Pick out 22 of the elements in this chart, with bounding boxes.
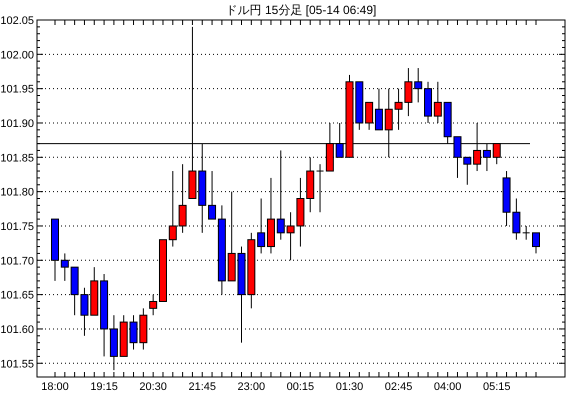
x-tick-label: 00:15 bbox=[286, 381, 314, 393]
chart-title: ドル円 15分足 [05-14 06:49] bbox=[226, 3, 376, 17]
x-tick-label: 02:45 bbox=[384, 381, 412, 393]
x-tick-label: 19:15 bbox=[90, 381, 118, 393]
y-tick-label: 102.00 bbox=[0, 49, 34, 62]
x-tick-label: 23:00 bbox=[238, 381, 266, 393]
x-tick-label: 21:45 bbox=[188, 381, 216, 393]
y-tick-label: 101.60 bbox=[0, 324, 34, 336]
x-tick-label: 05:15 bbox=[482, 381, 510, 393]
y-tick-label: 101.80 bbox=[0, 186, 34, 199]
x-tick-label: 04:00 bbox=[434, 381, 462, 393]
x-tick-label: 20:30 bbox=[139, 381, 167, 393]
y-tick-label: 101.65 bbox=[0, 290, 34, 302]
y-tick-label: 101.85 bbox=[0, 152, 34, 164]
y-tick-label: 101.75 bbox=[0, 220, 34, 233]
y-tick-label: 101.90 bbox=[0, 118, 34, 130]
y-tick-label: 102.05 bbox=[0, 15, 34, 27]
y-tick-label: 101.70 bbox=[0, 255, 34, 268]
y-tick-label: 101.95 bbox=[0, 84, 34, 96]
x-tick-label: 18:00 bbox=[41, 381, 69, 393]
x-tick-label: 01:30 bbox=[336, 381, 364, 393]
y-tick-label: 101.55 bbox=[0, 358, 34, 370]
